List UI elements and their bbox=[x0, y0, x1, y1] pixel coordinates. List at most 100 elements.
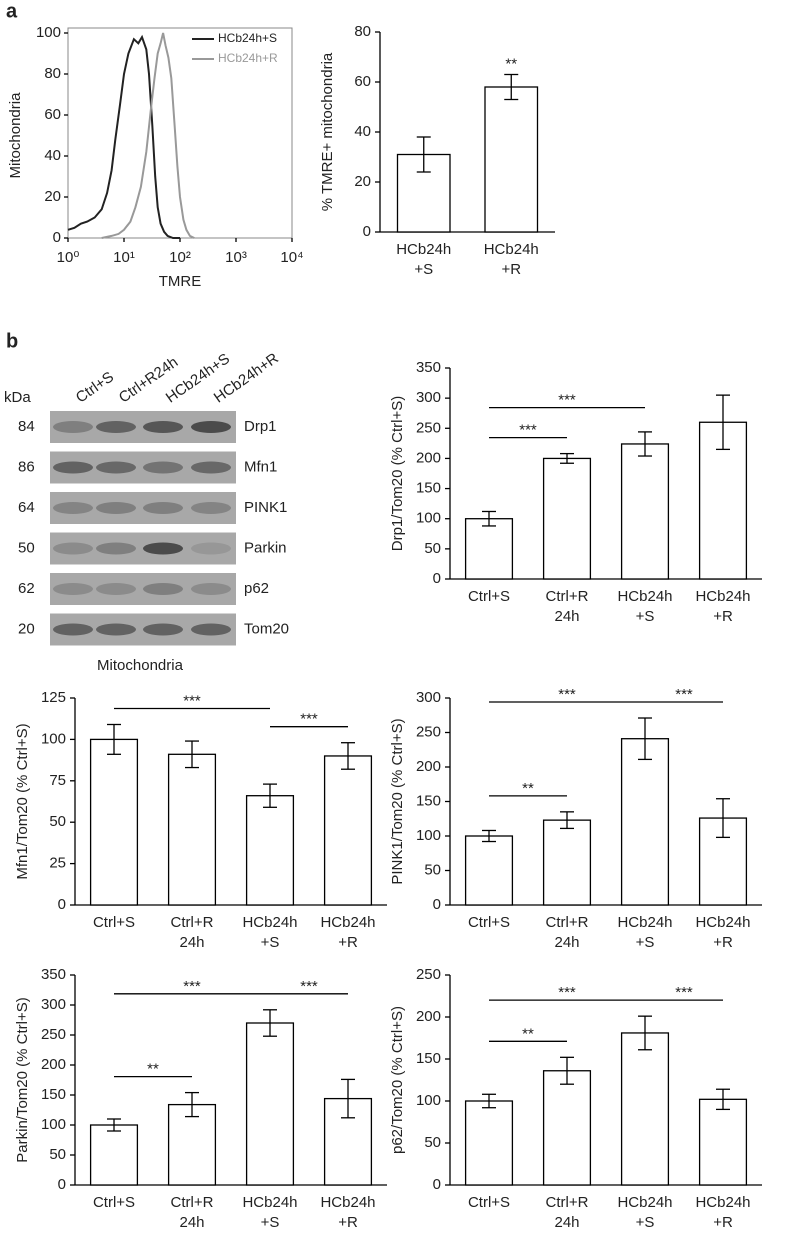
significance-label: ** bbox=[505, 55, 517, 72]
blot-band bbox=[53, 502, 93, 514]
blot-band bbox=[96, 502, 136, 514]
blot-band bbox=[53, 461, 93, 474]
blot-band bbox=[191, 461, 231, 474]
y-tick-label: 0 bbox=[433, 570, 441, 587]
y-tick-label: 350 bbox=[416, 359, 441, 376]
bar bbox=[464, 835, 514, 906]
x-tick-label: Ctrl+R bbox=[171, 914, 214, 931]
y-tick-label: 100 bbox=[416, 827, 441, 844]
y-tick-label: 25 bbox=[49, 855, 66, 872]
y-tick-label: 100 bbox=[416, 1092, 441, 1109]
y-tick-label: 300 bbox=[41, 996, 66, 1013]
y-tick-label: 50 bbox=[424, 1134, 441, 1151]
legend-label: HCb24h+S bbox=[218, 31, 277, 45]
y-tick-label: 60 bbox=[354, 73, 371, 90]
y-tick-label: 0 bbox=[363, 223, 371, 240]
blot-band bbox=[96, 542, 136, 555]
panel-label: b bbox=[6, 330, 18, 352]
y-tick-label: 300 bbox=[416, 389, 441, 406]
kda-value: 20 bbox=[18, 620, 35, 637]
kda-label: kDa bbox=[4, 389, 31, 406]
y-tick-label: 0 bbox=[58, 1176, 66, 1193]
y-tick-label: 100 bbox=[41, 730, 66, 747]
x-tick-label: HCb24h bbox=[396, 241, 451, 258]
y-axis-label: p62/Tom20 (% Ctrl+S) bbox=[389, 1006, 406, 1154]
y-tick-label: 100 bbox=[416, 510, 441, 527]
significance-label: ** bbox=[147, 1061, 159, 1078]
significance-label: ** bbox=[522, 780, 534, 797]
x-tick-label: 24h bbox=[554, 1214, 579, 1231]
bar bbox=[542, 1070, 592, 1186]
legend-label: HCb24h+R bbox=[218, 51, 278, 65]
y-tick-label: 50 bbox=[49, 1146, 66, 1163]
blot-band bbox=[53, 542, 93, 555]
blot-band bbox=[53, 623, 93, 636]
x-tick-label: 10⁴ bbox=[280, 249, 303, 266]
y-tick-label: 200 bbox=[416, 1008, 441, 1025]
y-tick-label: 50 bbox=[49, 813, 66, 830]
significance-label: *** bbox=[675, 686, 693, 703]
x-tick-label: Ctrl+S bbox=[93, 914, 135, 931]
x-tick-label: +S bbox=[261, 1214, 280, 1231]
x-tick-label: +S bbox=[636, 608, 655, 625]
y-tick-label: 75 bbox=[49, 772, 66, 789]
y-axis-label: Parkin/Tom20 (% Ctrl+S) bbox=[14, 997, 31, 1162]
bar bbox=[464, 1100, 514, 1186]
series-line bbox=[67, 34, 180, 239]
y-tick-label: 0 bbox=[433, 1176, 441, 1193]
x-tick-label: 24h bbox=[179, 1214, 204, 1231]
y-tick-label: 0 bbox=[433, 896, 441, 913]
significance-label: *** bbox=[300, 978, 318, 995]
blot-band bbox=[96, 421, 136, 433]
y-axis-label: Mitochondria bbox=[7, 92, 24, 179]
blot-band bbox=[143, 623, 183, 636]
kda-value: 84 bbox=[18, 418, 35, 435]
y-tick-label: 250 bbox=[41, 1026, 66, 1043]
y-tick-label: 80 bbox=[44, 65, 61, 82]
x-tick-label: +S bbox=[414, 261, 433, 278]
blot-band bbox=[53, 421, 93, 433]
x-tick-label: HCb24h bbox=[617, 914, 672, 931]
y-tick-label: 350 bbox=[41, 966, 66, 983]
bar bbox=[542, 819, 592, 906]
y-axis-label: % TMRE+ mitochondria bbox=[319, 52, 336, 211]
y-tick-label: 20 bbox=[44, 188, 61, 205]
bar bbox=[620, 443, 670, 580]
protein-label: Drp1 bbox=[244, 418, 277, 435]
y-tick-label: 40 bbox=[354, 123, 371, 140]
y-tick-label: 150 bbox=[416, 792, 441, 809]
x-tick-label: Ctrl+S bbox=[468, 914, 510, 931]
bar bbox=[245, 795, 295, 906]
x-tick-label: 10³ bbox=[225, 249, 247, 266]
x-tick-label: +S bbox=[636, 934, 655, 951]
x-tick-label: Ctrl+S bbox=[468, 1194, 510, 1211]
y-tick-label: 50 bbox=[424, 861, 441, 878]
y-tick-label: 200 bbox=[416, 449, 441, 466]
x-tick-label: HCb24h bbox=[320, 1194, 375, 1211]
y-tick-label: 150 bbox=[416, 480, 441, 497]
significance-label: *** bbox=[183, 692, 201, 709]
blot-band bbox=[143, 583, 183, 595]
x-tick-label: 10⁰ bbox=[57, 249, 80, 266]
x-tick-label: HCb24h bbox=[484, 241, 539, 258]
x-tick-label: HCb24h bbox=[695, 588, 750, 605]
significance-label: *** bbox=[558, 392, 576, 409]
x-tick-label: HCb24h bbox=[242, 1194, 297, 1211]
x-tick-label: Ctrl+R bbox=[546, 914, 589, 931]
x-axis-label: TMRE bbox=[159, 273, 202, 290]
x-tick-label: 24h bbox=[179, 934, 204, 951]
bar bbox=[167, 753, 217, 906]
protein-label: Mfn1 bbox=[244, 458, 277, 475]
x-tick-label: HCb24h bbox=[617, 1194, 672, 1211]
lane-label: Ctrl+S bbox=[73, 368, 117, 406]
y-tick-label: 250 bbox=[416, 419, 441, 436]
x-tick-label: +R bbox=[338, 1214, 358, 1231]
significance-label: *** bbox=[675, 984, 693, 1001]
y-tick-label: 150 bbox=[41, 1086, 66, 1103]
kda-value: 86 bbox=[18, 458, 35, 475]
significance-label: *** bbox=[558, 984, 576, 1001]
blot-band bbox=[191, 421, 231, 433]
bar bbox=[620, 1032, 670, 1186]
x-tick-label: HCb24h bbox=[242, 914, 297, 931]
